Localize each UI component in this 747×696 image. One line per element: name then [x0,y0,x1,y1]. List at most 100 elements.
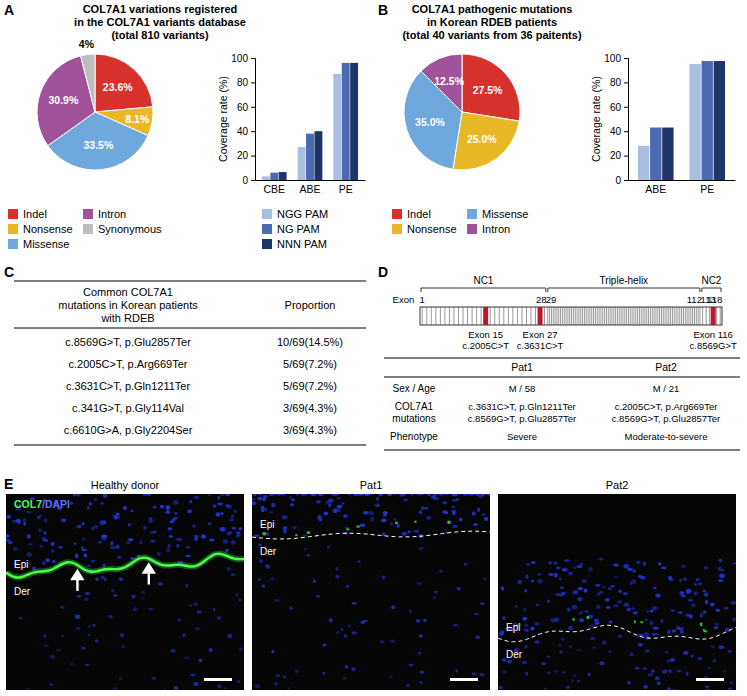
nucleus [686,672,689,676]
nucleus [553,561,557,565]
exon-line [494,307,495,325]
nucleus [75,615,80,619]
basement-membrane [252,531,490,539]
nucleus [698,582,702,585]
nucleus [548,672,551,675]
nucleus [257,494,263,495]
bar [342,63,350,180]
image-background [6,494,244,690]
nucleus [117,556,122,559]
exon-number: 29 [546,294,557,305]
image-title: Pat1 [360,479,383,491]
nucleus [185,555,191,558]
nucleus [419,634,423,638]
nucleus [442,501,447,504]
panel-letter: C [4,264,14,280]
exon-line [589,307,590,325]
axis-line [251,59,256,181]
nucleus [459,517,462,521]
nucleus [463,494,468,496]
nucleus [667,630,670,635]
exon-line [621,307,622,325]
nucleus [60,606,64,609]
exon-line [610,307,611,325]
exon-line [641,307,642,325]
nucleus [208,522,212,525]
nucleus [274,599,279,602]
nucleus [23,522,26,526]
nucleus [375,504,380,508]
nucleus [705,600,708,604]
y-tick: 100 [604,53,628,64]
exon-line [690,307,691,325]
tick-label: 100 [604,53,621,64]
legend-swatch [83,224,93,234]
nucleus [410,494,413,496]
pie-slice [81,54,95,112]
nucleus [195,627,199,630]
nucleus [579,618,584,622]
nucleus [167,544,170,548]
nucleus [408,531,411,534]
nucleus [686,589,692,594]
y-tick: 100 [231,53,255,64]
nucleus [84,598,88,601]
nucleus [484,517,488,521]
exon-line [600,307,601,325]
green-speck [346,529,349,531]
nucleus [95,639,99,642]
nucleus [100,576,104,579]
nucleus [648,673,653,677]
nucleus [426,516,431,520]
nucleus [42,561,46,565]
nucleus [85,664,90,666]
nucleus [652,606,657,611]
exon-line [699,307,700,325]
nucleus [524,645,528,648]
nucleus [329,618,333,622]
exon-line [646,307,647,325]
nucleus [19,616,23,619]
nucleus [578,587,583,591]
nucleus [283,529,287,534]
panel-letter: A [4,2,14,18]
tick-label: 20 [610,150,622,161]
stain-dapi: /DAPI [42,498,70,510]
exon-line [440,307,441,325]
nucleus [566,685,571,689]
row-label: Sex / Age [393,383,436,394]
nucleus [457,587,461,591]
nucleus [183,633,186,637]
nucleus [683,578,686,581]
nucleus [579,611,584,615]
nucleus [562,568,568,572]
nucleus [163,688,166,690]
nucleus [627,681,631,685]
nucleus [702,590,706,592]
row-label: Phenotype [390,431,438,442]
nucleus [208,494,211,496]
exon-line [431,307,432,325]
nucleus [44,531,47,534]
nucleus [433,596,436,600]
table-header: with RDEB [100,312,154,324]
table-cell: Moderate-to-severe [625,431,708,442]
nucleus [239,647,242,650]
nucleus [710,603,715,607]
nucleus [438,494,444,496]
nucleus [252,498,255,501]
nucleus [185,584,188,588]
green-speck [703,629,705,631]
nucleus [678,611,683,614]
nucleus [719,645,725,649]
nucleus [113,594,117,597]
nucleus [617,600,622,603]
nucleus [103,521,106,525]
nucleus [336,631,339,634]
exon-line [665,307,666,325]
table-cell: c.2005C>T, p.Arg669Ter [615,401,718,412]
nucleus [192,525,196,528]
mutated-exon [538,307,543,325]
nucleus [217,503,223,506]
nucleus [423,619,427,623]
